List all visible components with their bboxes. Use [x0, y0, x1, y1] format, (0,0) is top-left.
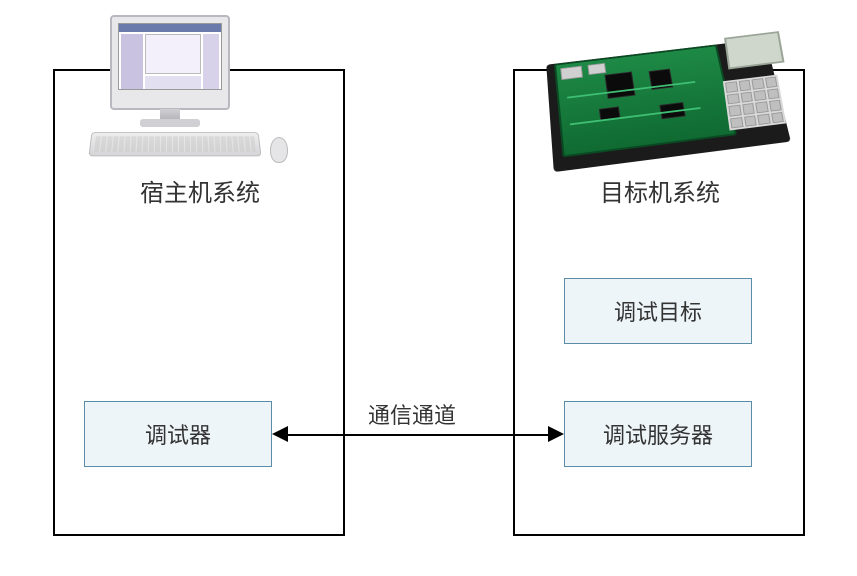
- target-system-label: 目标机系统: [570, 173, 750, 208]
- dev-board-icon: [540, 22, 800, 172]
- arrow-head-right-icon: [548, 426, 564, 442]
- debug-target-label: 调试目标: [614, 295, 702, 327]
- debug-server-box: 调试服务器: [564, 401, 752, 467]
- communication-channel-label: 通信通道: [368, 398, 456, 430]
- host-system-label: 宿主机系统: [110, 173, 290, 208]
- debug-target-box: 调试目标: [564, 278, 752, 344]
- communication-arrow: [286, 434, 550, 436]
- debug-server-label: 调试服务器: [603, 418, 713, 450]
- arrow-head-left-icon: [272, 426, 288, 442]
- desktop-computer-icon: [90, 15, 300, 165]
- debugger-box: 调试器: [84, 401, 272, 467]
- debugger-label: 调试器: [145, 418, 211, 450]
